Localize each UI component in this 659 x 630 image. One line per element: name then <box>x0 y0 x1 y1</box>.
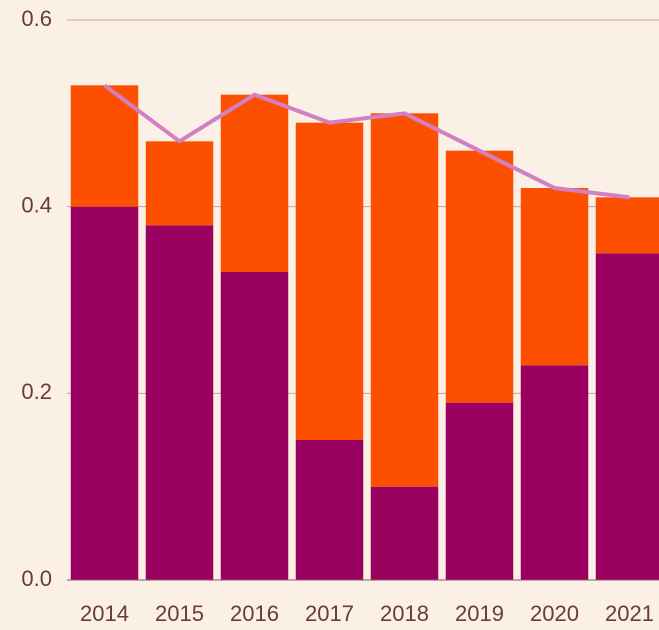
x-tick-label: 2018 <box>380 601 429 626</box>
x-tick-label: 2020 <box>530 601 579 626</box>
bar-segment <box>295 122 364 441</box>
bar-segment <box>70 85 139 207</box>
bar-segment <box>220 272 289 580</box>
x-tick-label: 2015 <box>155 601 204 626</box>
bar-segment <box>145 225 214 581</box>
bar-segment <box>595 253 659 581</box>
bar-segment <box>595 197 659 254</box>
line <box>103 83 630 200</box>
y-tick-label: 0.4 <box>21 192 52 217</box>
bar-segment <box>445 150 514 403</box>
x-tick-label: 2016 <box>230 601 279 626</box>
bar-segment <box>70 206 139 580</box>
x-tick-label: 2019 <box>455 601 504 626</box>
x-tick-label: 2021 <box>605 601 654 626</box>
bar-segment <box>370 486 439 580</box>
bar-segment <box>370 113 439 487</box>
bar-segment <box>445 402 514 580</box>
y-tick-label: 0.6 <box>21 6 52 31</box>
bar-segment <box>520 365 589 580</box>
bar-segment <box>520 188 589 366</box>
bar-segment <box>145 141 214 226</box>
bar-segment <box>295 440 364 580</box>
x-tick-label: 2014 <box>80 601 129 626</box>
bar-segment <box>220 94 289 273</box>
x-tick-label: 2017 <box>305 601 354 626</box>
y-tick-label: 0.2 <box>21 379 52 404</box>
y-tick-label: 0.0 <box>21 566 52 591</box>
